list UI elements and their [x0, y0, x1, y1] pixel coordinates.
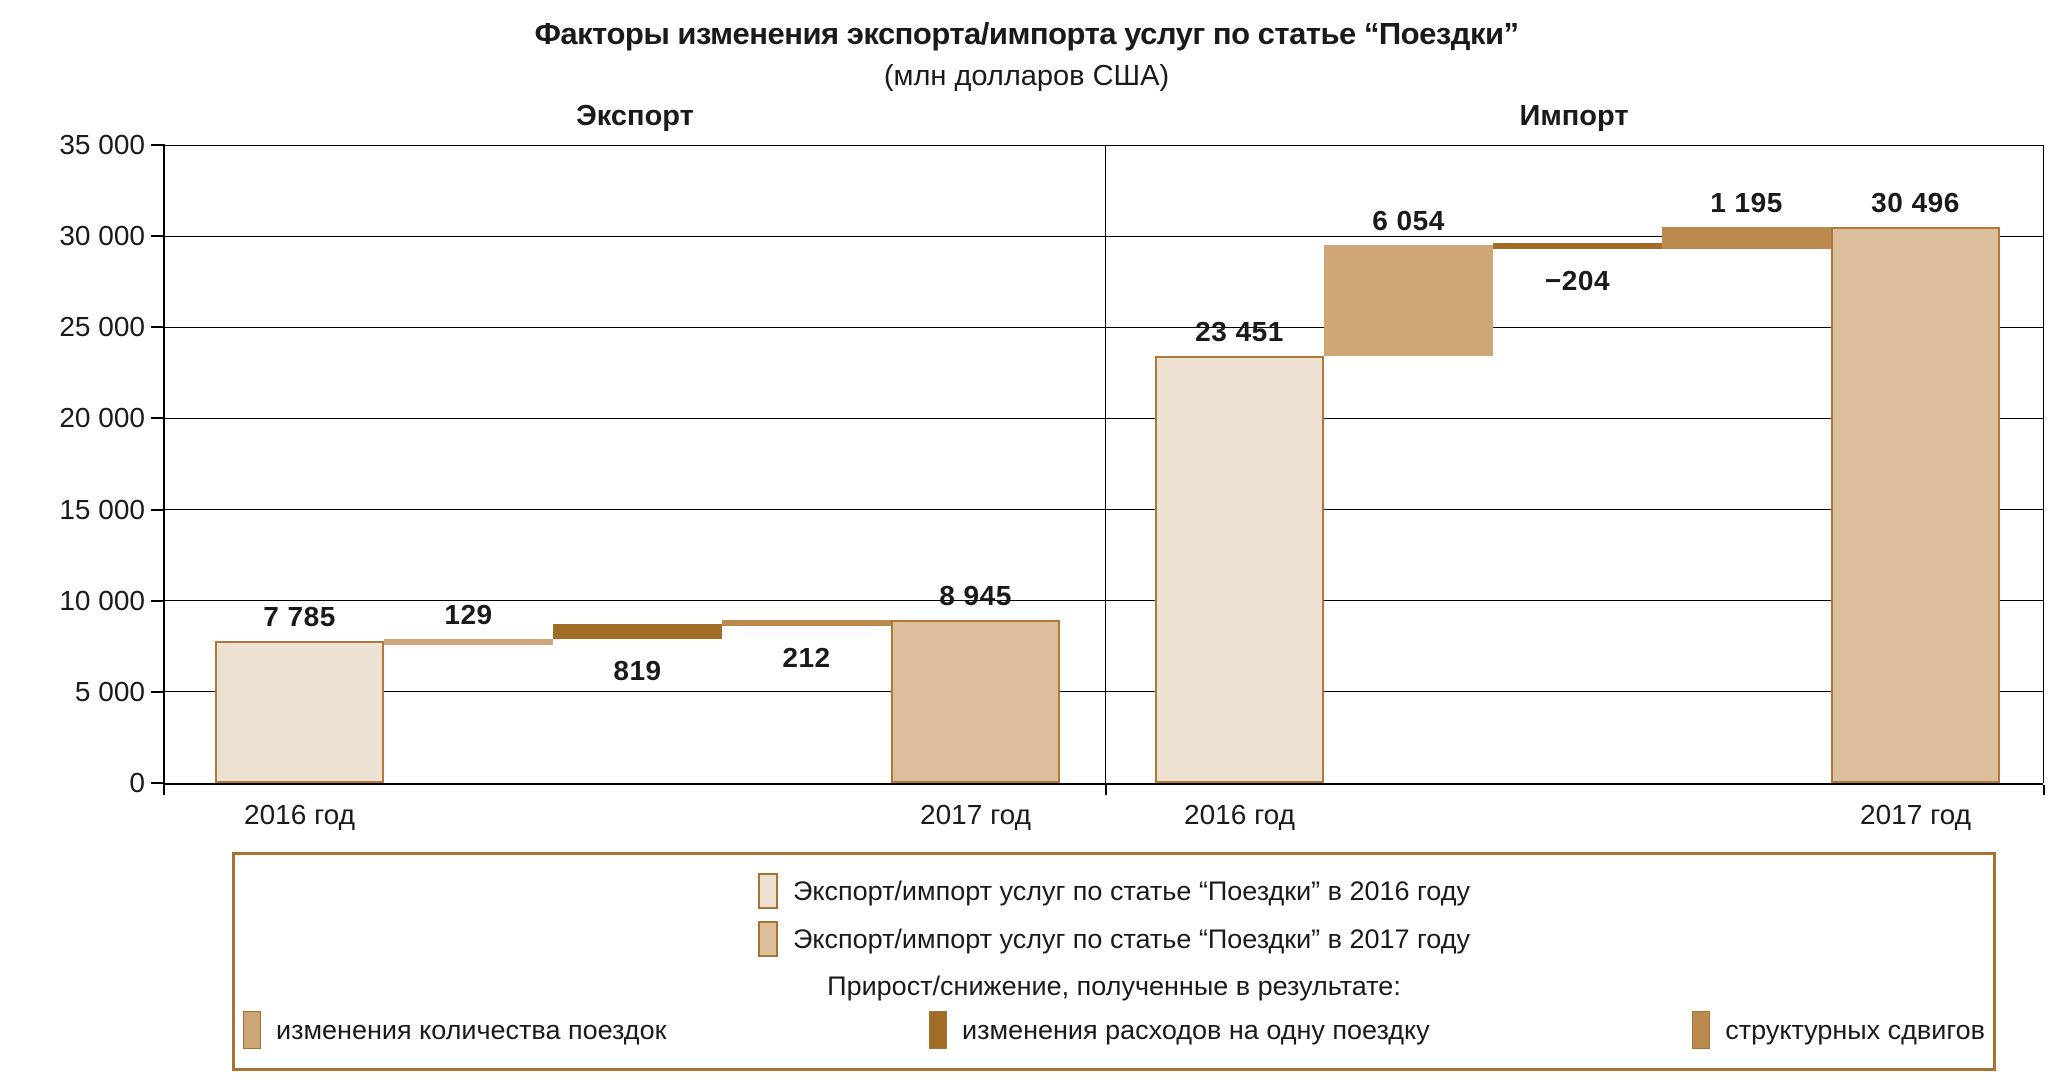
bar-import-2017	[1831, 227, 2000, 783]
y-axis-tick-label: 5 000	[74, 675, 145, 707]
x-axis-label-import-2017: 2017 год	[1860, 799, 1971, 830]
y-axis-tick	[151, 417, 165, 420]
legend-box: Экспорт/импорт услуг по статье “Поездки”…	[232, 852, 1996, 1071]
y-axis-tick	[151, 599, 165, 602]
bar-value-label-export-2017: 8 945	[939, 579, 1012, 611]
y-axis-tick-label: 35 000	[59, 129, 145, 160]
legend-swatch-2017	[757, 921, 778, 957]
legend-item-2017: Экспорт/импорт услуг по статье “Поездки”…	[235, 917, 1993, 961]
plot-right-border	[2043, 145, 2044, 783]
gridline-25000	[165, 326, 2043, 328]
bar-import-trips	[1324, 245, 1493, 356]
y-axis-tick-label: 0	[129, 767, 145, 798]
y-axis-tick	[151, 690, 165, 693]
bar-value-label-export-spend: 819	[613, 654, 662, 686]
chart-subtitle: (млн долларов США)	[883, 60, 1170, 92]
bar-value-label-import-trips: 6 054	[1372, 205, 1445, 237]
legend-item-2016: Экспорт/импорт услуг по статье “Поездки”…	[235, 869, 1993, 913]
legend-swatch-structural	[1692, 1011, 1711, 1049]
gridline-30000	[165, 235, 2043, 237]
gridline-10000	[165, 600, 2043, 602]
legend-label-structural: структурных сдвигов	[1725, 1014, 1985, 1045]
legend-group-title-row: Прирост/снижение, полученные в результат…	[235, 967, 1993, 1005]
y-axis-tick	[151, 144, 165, 146]
gridline-35000	[165, 144, 2043, 146]
x-axis-tick-1	[1105, 785, 1107, 795]
x-axis-tick-2	[2043, 785, 2045, 795]
legend-label-2017: Экспорт/импорт услуг по статье “Поездки”…	[792, 923, 1470, 954]
bar-value-label-import-2017: 30 496	[1871, 187, 1960, 219]
legend-swatch-trips	[243, 1011, 261, 1049]
bar-value-label-import-2016: 23 451	[1195, 315, 1284, 347]
legend-label-trips: изменения количества поездок	[276, 1014, 667, 1045]
y-axis-tick	[151, 235, 165, 238]
y-axis-tick-label: 15 000	[59, 493, 145, 525]
legend-group-title: Прирост/снижение, полученные в результат…	[827, 970, 1401, 1001]
x-axis-line	[163, 783, 2043, 785]
y-axis-tick	[151, 326, 165, 329]
legend-group-items: изменения количества поездок изменения р…	[235, 1007, 1993, 1053]
panel-title-export: Экспорт	[576, 100, 694, 132]
bar-export-spend	[553, 623, 722, 639]
legend-item-spend-per-trip: изменения расходов на одну поездку	[929, 1011, 1430, 1049]
y-axis-line	[163, 145, 165, 785]
x-axis-label-import-2016: 2016 год	[1184, 799, 1295, 830]
bar-export-2016	[215, 641, 384, 783]
bar-value-label-export-structural: 212	[782, 641, 831, 673]
bar-import-spend	[1493, 242, 1662, 249]
legend-item-trips: изменения количества поездок	[243, 1011, 666, 1049]
legend-swatch-2016	[757, 873, 778, 909]
x-axis-tick-0	[163, 785, 165, 795]
x-axis-label-export-2017: 2017 год	[920, 799, 1031, 830]
bar-export-2017	[891, 619, 1060, 783]
y-axis-tick-label: 25 000	[59, 311, 145, 343]
bar-export-structural	[722, 619, 891, 626]
y-axis-tick-label: 10 000	[59, 584, 145, 616]
bar-export-trips	[384, 638, 553, 645]
x-axis-label-export-2016: 2016 год	[244, 799, 355, 830]
gridline-5000	[165, 691, 2043, 693]
bar-value-label-import-structural: 1 195	[1710, 187, 1783, 219]
gridline-20000	[165, 417, 2043, 419]
legend-swatch-spend-per-trip	[929, 1011, 948, 1049]
bar-import-structural	[1662, 227, 1831, 249]
plot-area: 0 5 000 10 000 15 000 20 000 25 000 30 000 35 0…	[59, 129, 2045, 830]
bar-value-label-export-2016: 7 785	[263, 601, 336, 633]
bar-value-label-import-spend: −204	[1544, 264, 1611, 296]
bar-value-label-export-trips: 129	[444, 598, 493, 630]
legend-label-spend-per-trip: изменения расходов на одну поездку	[962, 1014, 1430, 1045]
legend-label-2016: Экспорт/импорт услуг по статье “Поездки”…	[792, 875, 1470, 906]
gridline-15000	[165, 509, 2043, 511]
y-axis-tick	[151, 782, 165, 784]
chart-title: Факторы изменения экспорта/импорта услуг…	[534, 16, 1519, 51]
y-axis-tick-label: 30 000	[59, 220, 145, 252]
y-axis-tick	[151, 508, 165, 511]
y-axis-tick-label: 20 000	[59, 402, 145, 434]
legend-item-structural: структурных сдвигов	[1692, 1011, 1985, 1049]
panel-divider	[1105, 145, 1106, 783]
bar-import-2016	[1155, 355, 1324, 783]
panel-title-import: Импорт	[1519, 100, 1629, 132]
